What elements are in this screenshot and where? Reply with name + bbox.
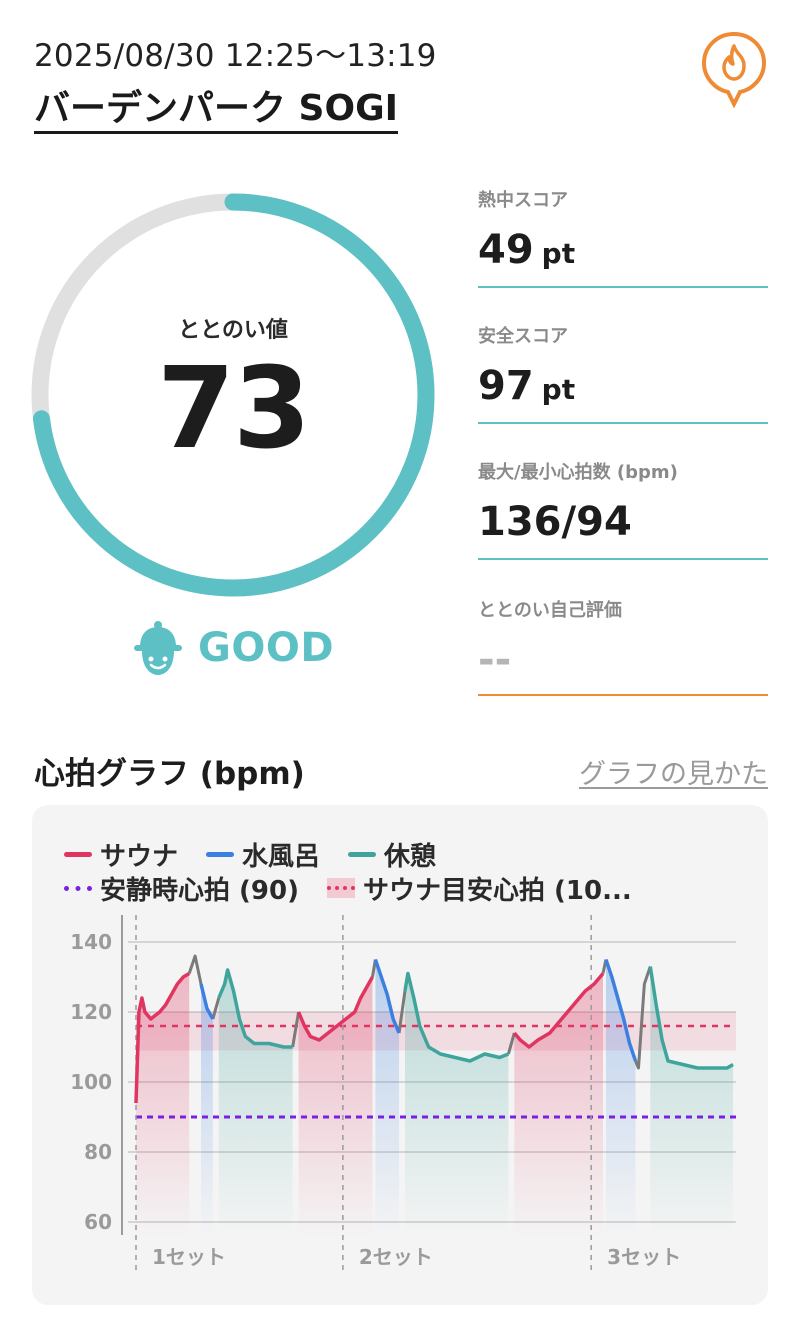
set-label: 3セット (607, 1245, 681, 1269)
rest-area (404, 973, 509, 1239)
rest-area (218, 970, 293, 1239)
rating-text: GOOD (198, 625, 335, 671)
sauna-line (134, 971, 191, 1104)
sauna-area (298, 977, 373, 1239)
divider (478, 694, 768, 696)
sauna-area (136, 973, 190, 1239)
safety-score-unit: pt (541, 373, 576, 406)
heat-score-label: 熱中スコア (478, 190, 568, 211)
heart-graph-title: 心拍グラフ (bpm) (34, 756, 305, 792)
divider (478, 286, 768, 288)
rating-badge: GOOD (132, 618, 334, 678)
set-label: 2セット (359, 1245, 433, 1269)
legend-sauna: サウナ (64, 836, 178, 873)
totonoi-gauge: ととのい値 73 (28, 190, 438, 600)
legend-resting-hr: 安静時心拍 (90) (64, 870, 299, 907)
heat-score: 熱中スコア 49 pt (478, 186, 768, 288)
heart-rate-chart-card: 140 120 100 80 60 1セット 2セット 3セット サウナ 水風呂 休憩 安静時… (32, 805, 768, 1305)
transition-line (397, 990, 407, 1034)
heat-score-value: 49 (478, 227, 534, 273)
safety-score-label: 安全スコア (478, 326, 568, 347)
self-evaluation-value[interactable]: -- (478, 637, 512, 683)
safety-score: 安全スコア 97 pt (478, 322, 768, 424)
sauna-line (296, 976, 374, 1042)
sauna-area (514, 973, 603, 1239)
legend-rest: 休憩 (348, 836, 436, 873)
y-tick-label: 60 (84, 1210, 112, 1234)
heart-rate-range: 最大/最小心拍数 (bpm) 136/94 (478, 458, 768, 560)
y-tick-label: 100 (70, 1070, 112, 1094)
set-label: 1セット (152, 1245, 226, 1269)
cold_bath-area (605, 959, 636, 1239)
divider (478, 422, 768, 424)
gauge-progress-arc (31, 193, 435, 597)
rest-area (650, 966, 734, 1239)
rest-line (403, 971, 510, 1063)
y-tick-label: 80 (84, 1140, 112, 1164)
gauge-label: ととのい値 (178, 318, 288, 343)
rest-line (217, 968, 293, 1049)
sauna-line (512, 972, 605, 1049)
transition-line (634, 966, 652, 1070)
facility-name-link[interactable]: バーデンパーク SOGI (34, 88, 399, 135)
transition-line (187, 954, 203, 985)
heart-rate-chart: 140 120 100 80 60 1セット 2セット 3セット (70, 915, 736, 1275)
cold_bath-line (373, 958, 401, 1034)
cold_bath-area (375, 959, 400, 1239)
legend-sauna-target: サウナ目安心拍 (10... (327, 870, 632, 907)
chart-legend: サウナ 水風呂 休憩 安静時心拍 (90) サウナ目安心拍 (10... (64, 836, 660, 907)
divider (478, 558, 768, 560)
heat-score-unit: pt (541, 237, 576, 270)
self-evaluation-label: ととのい自己評価 (478, 600, 622, 621)
sauna-hat-face-icon (134, 621, 182, 675)
rest-line (648, 966, 734, 1070)
cold_bath-area (201, 984, 213, 1239)
y-tick-label: 140 (70, 930, 112, 954)
transition-line (506, 1032, 516, 1055)
session-datetime: 2025/08/30 12:25〜13:19 (34, 38, 437, 74)
legend-cold-bath: 水風呂 (206, 836, 320, 873)
heart-rate-range-value: 136/94 (478, 499, 632, 545)
cold_bath-line (604, 958, 638, 1062)
flame-pin-icon[interactable] (700, 30, 768, 109)
self-evaluation[interactable]: ととのい自己評価 -- (478, 596, 768, 696)
safety-score-value: 97 (478, 363, 534, 409)
graph-guide-link[interactable]: グラフの見かた (579, 759, 768, 790)
y-tick-label: 120 (70, 1000, 112, 1024)
transition-line (211, 997, 221, 1020)
cold_bath-line (199, 983, 215, 1020)
transition-line (291, 1011, 301, 1048)
gauge-value: 73 (157, 344, 311, 474)
heart-rate-range-label: 最大/最小心拍数 (bpm) (478, 462, 678, 483)
